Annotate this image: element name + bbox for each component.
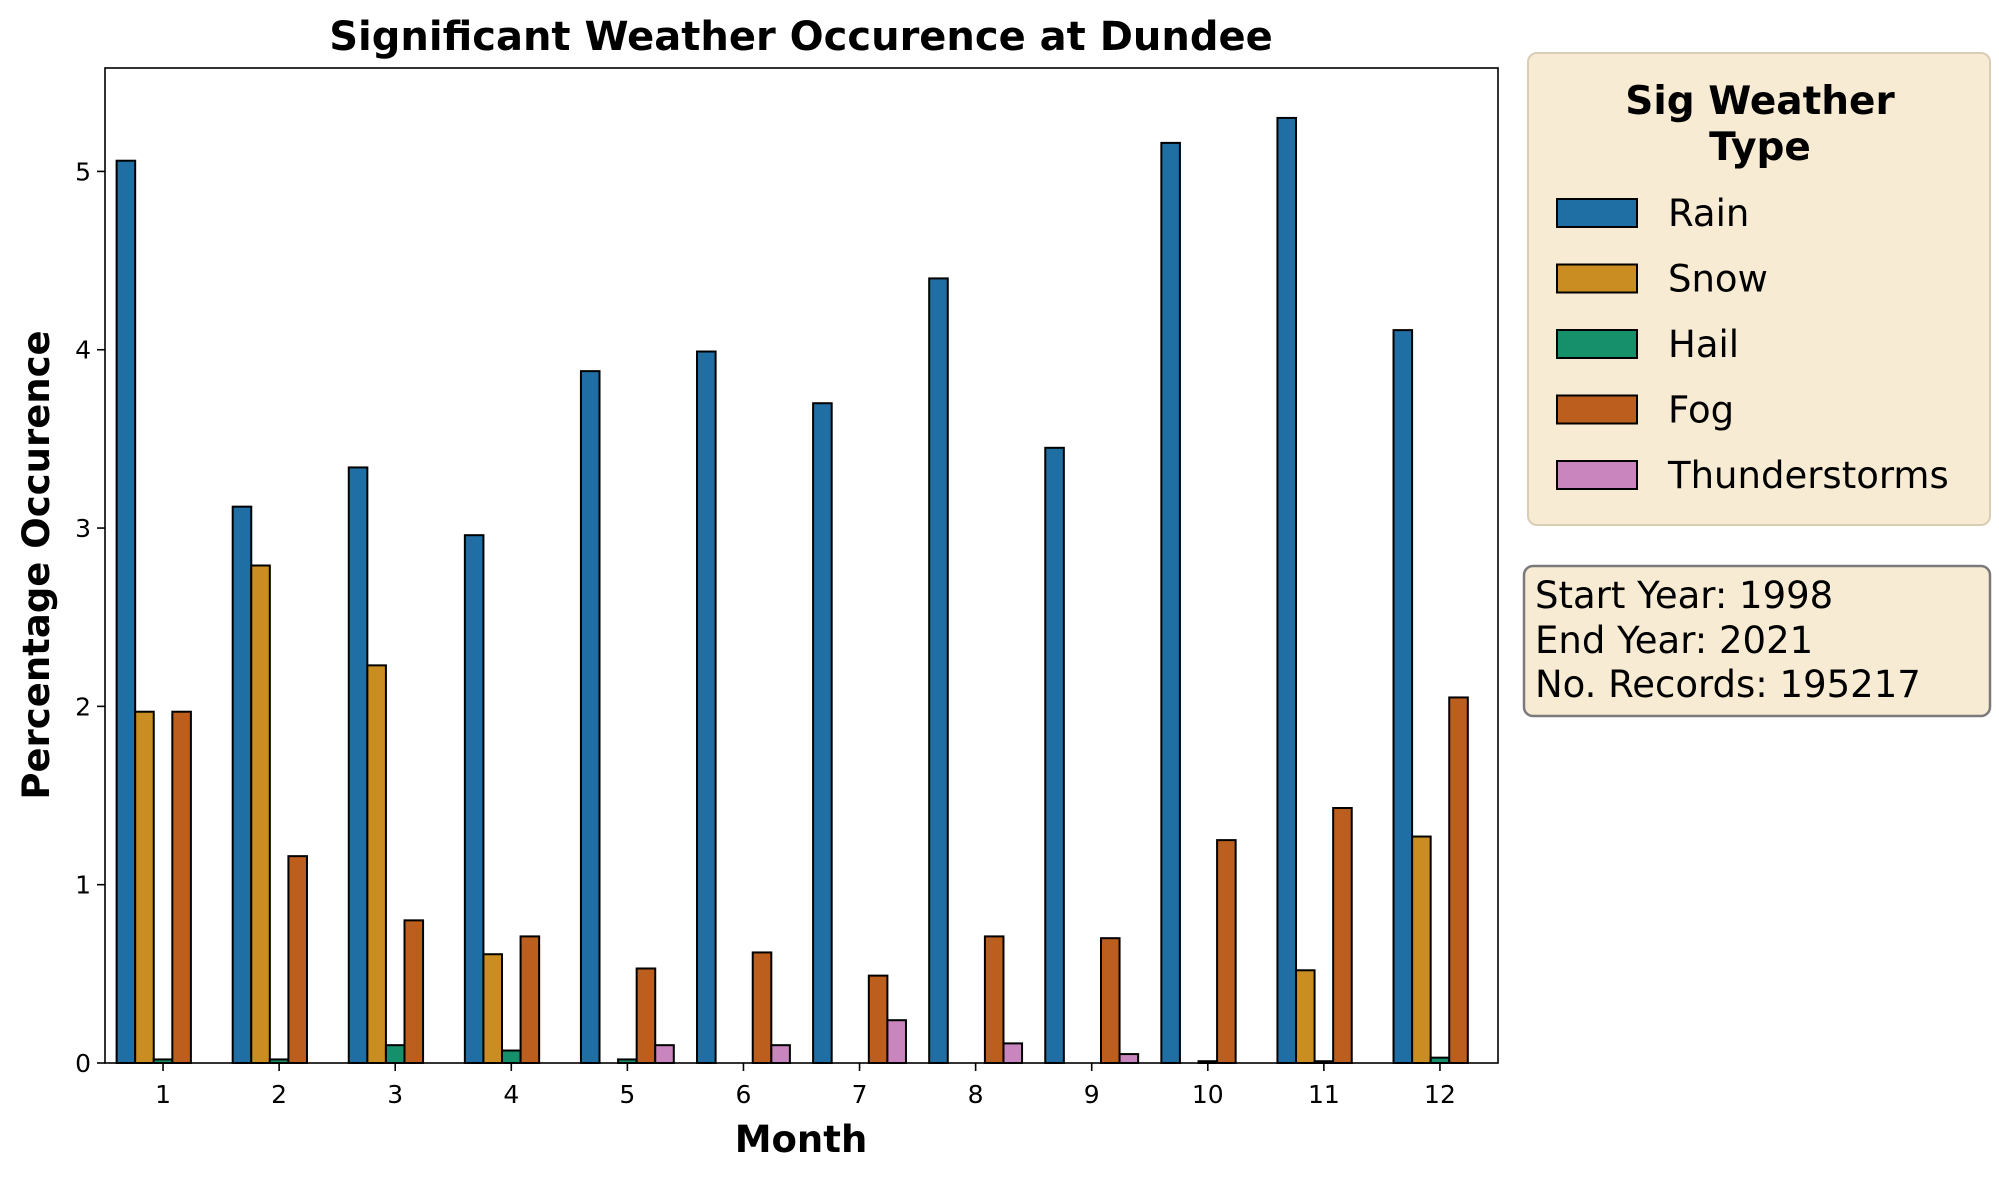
bar-snow-month-2 bbox=[250, 564, 271, 1064]
bar-rain-month-9 bbox=[1044, 446, 1065, 1064]
y-tick-label: 2 bbox=[75, 692, 91, 721]
bar-thunderstorms-month-8 bbox=[1002, 1042, 1024, 1065]
bar-hail-month-12 bbox=[1429, 1056, 1451, 1065]
info-end-year: End Year: 2021 bbox=[1535, 619, 1813, 662]
x-axis-label: Month bbox=[735, 1118, 868, 1161]
legend-label-snow: Snow bbox=[1668, 258, 1768, 301]
legend-swatch-hail bbox=[1556, 329, 1638, 359]
y-tick-label: 1 bbox=[75, 871, 91, 900]
x-tick-label: 4 bbox=[503, 1080, 519, 1109]
legend-swatch-thunderstorms bbox=[1556, 460, 1638, 490]
bar-fog-month-6 bbox=[751, 951, 773, 1064]
bar-rain-month-11 bbox=[1276, 116, 1298, 1065]
x-tick-label: 12 bbox=[1424, 1080, 1456, 1109]
bar-thunderstorms-month-7 bbox=[886, 1019, 907, 1065]
legend-box bbox=[1527, 52, 1991, 526]
bar-rain-month-3 bbox=[347, 466, 369, 1064]
bar-rain-month-4 bbox=[463, 534, 485, 1064]
bar-rain-month-8 bbox=[928, 277, 949, 1065]
bar-thunderstorms-month-9 bbox=[1118, 1053, 1140, 1064]
bar-fog-month-9 bbox=[1099, 937, 1121, 1064]
legend-label-thunderstorms: Thunderstorms bbox=[1667, 454, 1949, 497]
x-tick-label: 3 bbox=[387, 1080, 403, 1109]
y-tick-label: 0 bbox=[75, 1049, 91, 1078]
y-axis-ticks: 0 1 2 3 4 5 bbox=[75, 157, 105, 1078]
x-tick-label: 8 bbox=[968, 1080, 984, 1109]
bar-hail-month-3 bbox=[384, 1044, 406, 1065]
x-tick-label: 5 bbox=[619, 1080, 635, 1109]
bar-fog-month-1 bbox=[171, 710, 192, 1064]
chart-title: Significant Weather Occurence at Dundee bbox=[329, 14, 1273, 60]
bar-fog-month-11 bbox=[1332, 807, 1353, 1065]
x-axis-ticks: 1 2 3 4 5 6 7 8 9 10 11 12 bbox=[155, 1063, 1456, 1109]
x-tick-label: 7 bbox=[852, 1080, 868, 1109]
bar-rain-month-2 bbox=[231, 505, 253, 1065]
info-box-frame bbox=[1522, 564, 1992, 718]
legend-label-rain: Rain bbox=[1668, 192, 1749, 235]
bar-thunderstorms-month-5 bbox=[654, 1044, 675, 1065]
bar-rain-month-6 bbox=[696, 350, 717, 1064]
x-tick-label: 1 bbox=[155, 1080, 171, 1109]
bar-rain-month-7 bbox=[812, 402, 833, 1065]
bar-snow-month-4 bbox=[482, 953, 503, 1064]
y-tick-label: 3 bbox=[75, 514, 91, 543]
x-tick-label: 11 bbox=[1308, 1080, 1340, 1109]
bar-fog-month-3 bbox=[403, 919, 425, 1064]
legend-title-line-1: Sig Weather bbox=[1625, 79, 1895, 124]
bar-fog-month-7 bbox=[867, 974, 889, 1065]
y-axis-label: Percentage Occurence bbox=[15, 330, 58, 799]
bar-snow-month-3 bbox=[366, 664, 387, 1064]
legend-label-hail: Hail bbox=[1668, 323, 1739, 366]
bar-rain-month-10 bbox=[1160, 141, 1181, 1064]
bar-rain-month-5 bbox=[579, 370, 601, 1064]
bar-snow-month-1 bbox=[134, 710, 155, 1064]
legend-label-fog: Fog bbox=[1668, 389, 1734, 432]
bar-fog-month-2 bbox=[287, 855, 308, 1065]
bar-rain-month-12 bbox=[1392, 329, 1414, 1064]
x-tick-label: 10 bbox=[1192, 1080, 1224, 1109]
bar-fog-month-12 bbox=[1448, 696, 1469, 1064]
x-tick-label: 6 bbox=[736, 1080, 752, 1109]
x-tick-label: 2 bbox=[271, 1080, 287, 1109]
y-tick-label: 4 bbox=[75, 336, 91, 365]
legend-title-line-2: Type bbox=[1709, 125, 1811, 170]
bar-fog-month-5 bbox=[635, 967, 657, 1064]
bar-rain-month-1 bbox=[115, 159, 137, 1065]
bar-snow-month-11 bbox=[1295, 969, 1316, 1065]
bar-snow-month-12 bbox=[1411, 835, 1432, 1064]
legend-swatch-fog bbox=[1556, 394, 1638, 425]
x-tick-label: 9 bbox=[1084, 1080, 1100, 1109]
bar-thunderstorms-month-6 bbox=[770, 1044, 791, 1065]
info-box: Start Year: 1998 End Year: 2021 No. Reco… bbox=[1522, 564, 1992, 718]
bar-hail-month-4 bbox=[501, 1049, 522, 1065]
y-tick-label: 5 bbox=[75, 157, 91, 186]
bar-fog-month-10 bbox=[1216, 839, 1237, 1064]
bar-fog-month-4 bbox=[519, 935, 541, 1065]
bar-fog-month-8 bbox=[983, 935, 1005, 1065]
info-record-count: No. Records: 195217 bbox=[1535, 663, 1921, 706]
info-start-year: Start Year: 1998 bbox=[1535, 574, 1833, 617]
legend-swatch-snow bbox=[1556, 263, 1638, 294]
plot-frame bbox=[104, 67, 1499, 1064]
legend: Sig Weather Type Rain Snow Hail Fog Thunders… bbox=[1527, 52, 1991, 526]
bars-layer bbox=[115, 116, 1469, 1065]
legend-swatch-rain bbox=[1556, 198, 1638, 228]
legend-entries: Rain Snow Hail Fog Thunderstorms bbox=[1556, 192, 1949, 497]
